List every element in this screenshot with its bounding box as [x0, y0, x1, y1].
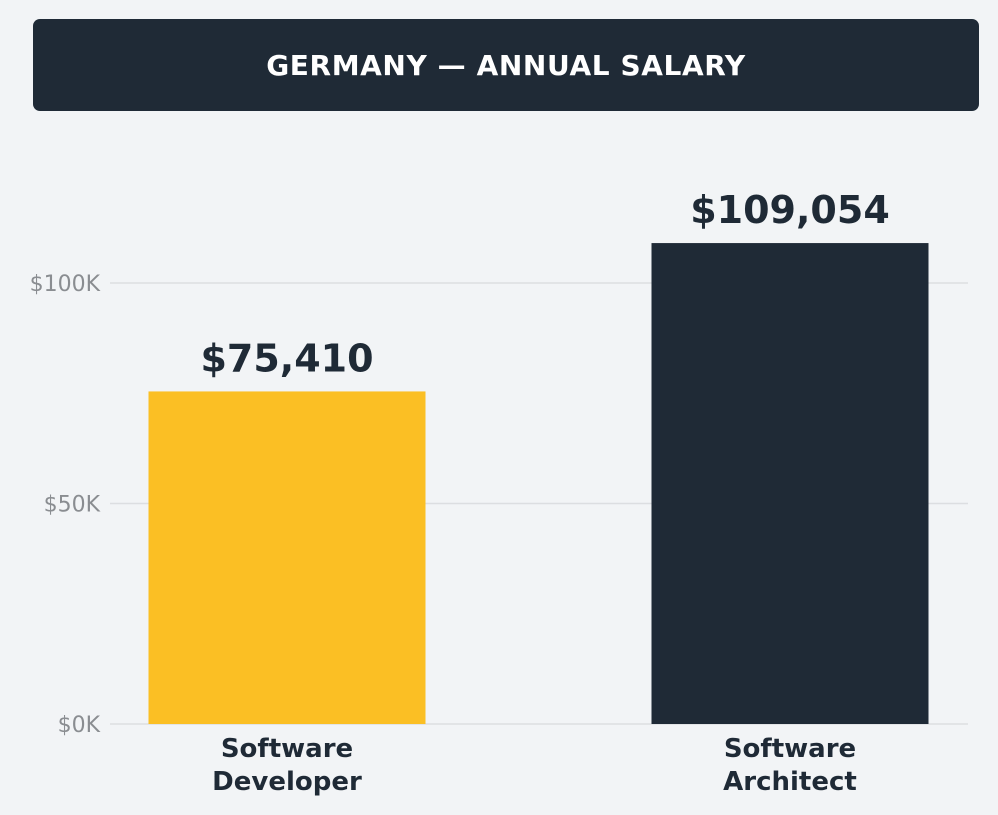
x-category-label: Software [221, 734, 353, 764]
bar-value-label: $109,054 [690, 188, 890, 232]
x-category-label: Developer [212, 767, 362, 797]
x-category-label: Software [724, 734, 856, 764]
chart-title-banner: GERMANY — ANNUAL SALARY [33, 19, 979, 111]
y-tick-label: $50K [44, 493, 101, 518]
chart-title: GERMANY — ANNUAL SALARY [266, 48, 746, 82]
bar [651, 243, 929, 725]
bar-value-label: $75,410 [200, 336, 373, 380]
x-category-label: Architect [723, 767, 857, 797]
y-tick-label: $0K [58, 713, 101, 738]
bar [148, 391, 426, 724]
y-tick-label: $100K [30, 272, 101, 297]
